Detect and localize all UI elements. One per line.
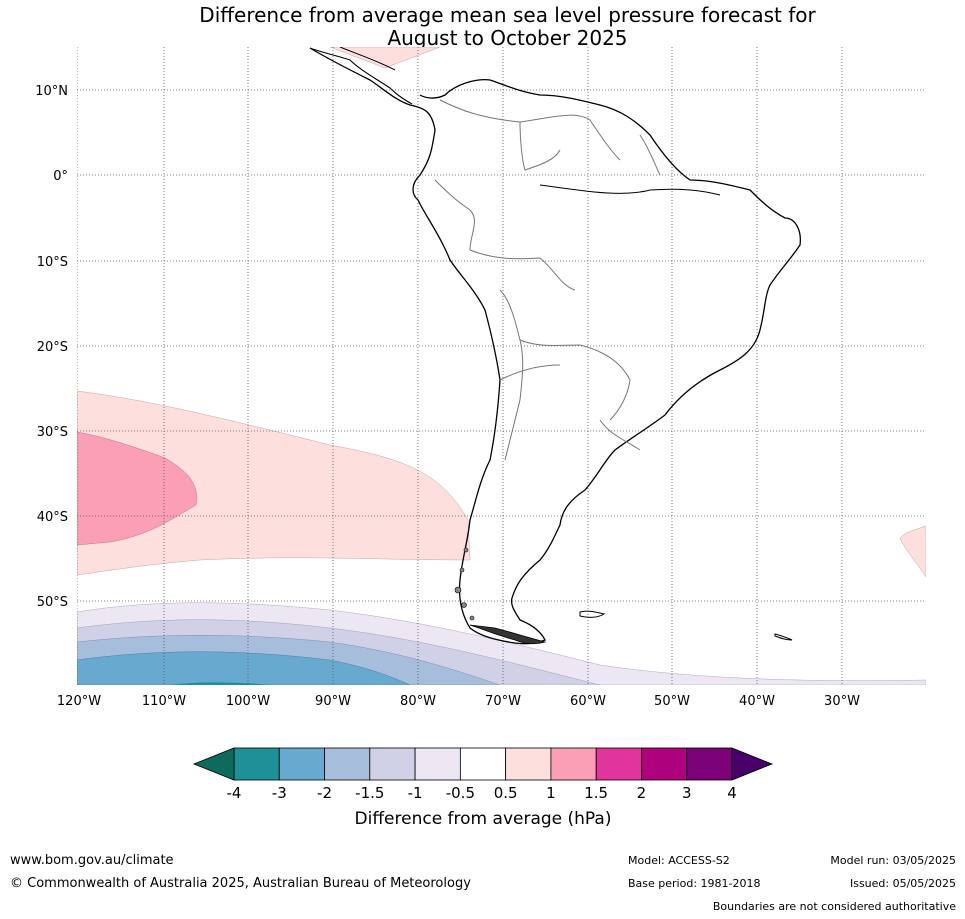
lon-label: 70°W bbox=[485, 694, 521, 709]
footer-model-run: Model run: 03/05/2025 bbox=[830, 854, 956, 867]
footer-issued: Issued: 05/05/2025 bbox=[849, 877, 956, 890]
tierra-del-fuego bbox=[469, 624, 547, 645]
caribbean-coast bbox=[339, 47, 396, 71]
colorbar-tick-label: 4 bbox=[727, 784, 737, 802]
latitude-labels: 10°N 0° 10°S 20°S 30°S 40°S 50°S bbox=[35, 84, 68, 610]
lon-label: 110°W bbox=[142, 694, 186, 709]
colorbar-tick-label: 1.5 bbox=[584, 784, 608, 802]
anomaly-pos-0.5-band bbox=[77, 390, 471, 576]
colorbar-swatch bbox=[233, 747, 280, 781]
anomaly-pos-0.5-north bbox=[329, 47, 441, 69]
lon-label: 60°W bbox=[570, 694, 606, 709]
south-georgia bbox=[774, 633, 793, 641]
colorbar-tick-label: -0.5 bbox=[446, 784, 475, 802]
lat-label: 10°N bbox=[35, 84, 68, 99]
lon-label: 50°W bbox=[654, 694, 690, 709]
map-title: Difference from average mean sea level p… bbox=[0, 4, 965, 50]
colorbar-swatch bbox=[414, 747, 461, 781]
colorbar-swatch bbox=[278, 747, 325, 781]
title-line-1: Difference from average mean sea level p… bbox=[199, 3, 816, 27]
colorbar-swatch bbox=[686, 747, 733, 781]
lon-label: 40°W bbox=[739, 694, 775, 709]
map-plot-area bbox=[77, 47, 926, 685]
footer-boundaries-note: Boundaries are not considered authoritat… bbox=[712, 900, 956, 913]
colorbar-tick-labels: -4 -3 -2 -1.5 -1 -0.5 0.5 1 1.5 2 3 4 bbox=[227, 784, 737, 802]
lon-label: 100°W bbox=[226, 694, 270, 709]
colorbar-tick-label: 0.5 bbox=[494, 784, 518, 802]
colorbar-tick-label: 2 bbox=[637, 784, 647, 802]
anomaly-neg-3-core bbox=[170, 682, 270, 685]
lat-label: 10°S bbox=[37, 255, 68, 270]
lat-label: 40°S bbox=[37, 510, 68, 525]
lon-label: 90°W bbox=[315, 694, 351, 709]
central-america-coastline bbox=[309, 47, 413, 105]
falkland-islands bbox=[579, 610, 606, 618]
footer-copyright: © Commonwealth of Australia 2025, Austra… bbox=[10, 876, 471, 891]
anomaly-pos-1-core bbox=[77, 431, 197, 546]
colorbar-tick-label: -2 bbox=[317, 784, 332, 802]
footer-base-period: Base period: 1981-2018 bbox=[628, 877, 761, 890]
colorbar-tick-label: -3 bbox=[272, 784, 287, 802]
lat-label: 0° bbox=[53, 169, 68, 184]
colorbar-tick-label: -1 bbox=[408, 784, 423, 802]
lat-label: 30°S bbox=[37, 425, 68, 440]
colorbar-swatches bbox=[233, 747, 733, 781]
colorbar-swatch bbox=[641, 747, 688, 781]
colorbar-over-arrow bbox=[731, 747, 774, 781]
national-boundaries bbox=[434, 99, 661, 461]
colorbar-under-arrow bbox=[192, 747, 235, 781]
colorbar-tick-label: -4 bbox=[227, 784, 242, 802]
colorbar-tick-label: 3 bbox=[682, 784, 692, 802]
lon-label: 80°W bbox=[400, 694, 436, 709]
gridlines bbox=[77, 47, 926, 685]
colorbar-swatch bbox=[324, 747, 371, 781]
colorbar-legend: -4 -3 -2 -1.5 -1 -0.5 0.5 1 1.5 2 3 4 Difference fr… bbox=[192, 747, 774, 829]
colorbar-swatch bbox=[505, 747, 552, 781]
colorbar-swatch bbox=[459, 747, 507, 781]
footer-model: Model: ACCESS-S2 bbox=[628, 854, 730, 867]
anomaly-neg-2-band bbox=[77, 651, 411, 685]
amazon-river bbox=[539, 184, 721, 196]
colorbar-title: Difference from average (hPa) bbox=[355, 809, 612, 829]
title-line-2: August to October 2025 bbox=[387, 26, 628, 50]
lat-label: 50°S bbox=[37, 595, 68, 610]
longitude-labels: 120°W 110°W 100°W 90°W 80°W 70°W 60°W 50… bbox=[57, 694, 860, 709]
footer-url[interactable]: www.bom.gov.au/climate bbox=[10, 853, 174, 868]
south-america-coastline bbox=[309, 47, 801, 645]
colorbar-swatch bbox=[595, 747, 642, 781]
colorbar-tick-label: -1.5 bbox=[355, 784, 384, 802]
anomaly-pos-0.5-east bbox=[899, 525, 926, 578]
chile-archipelago bbox=[454, 547, 475, 621]
lon-label: 120°W bbox=[57, 694, 101, 709]
lat-label: 20°S bbox=[37, 340, 68, 355]
lon-label: 30°W bbox=[824, 694, 860, 709]
colorbar-swatch bbox=[369, 747, 416, 781]
colorbar-tick-label: 1 bbox=[546, 784, 556, 802]
colorbar-swatch bbox=[550, 747, 597, 781]
